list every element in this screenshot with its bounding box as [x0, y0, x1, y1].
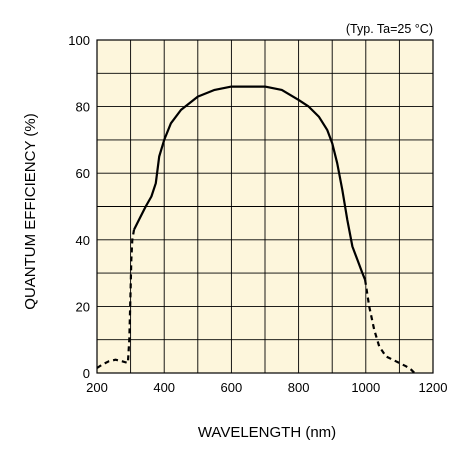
- plot-frame: [96, 39, 434, 374]
- y-tick-label: 100: [68, 33, 90, 48]
- condition-annotation: (Typ. Ta=25 °C): [346, 22, 433, 36]
- dashed-series-line-0: [96, 229, 136, 369]
- y-tick-label: 20: [76, 299, 90, 314]
- y-axis-ticks: 0 20 40 60 80 100: [68, 33, 90, 381]
- y-axis-title: QUANTUM EFFICIENCY (%): [22, 113, 39, 309]
- y-tick-label: 60: [76, 166, 90, 181]
- x-tick-label: 400: [153, 380, 175, 395]
- y-tick-label: 80: [76, 100, 90, 115]
- x-tick-label: 800: [288, 380, 310, 395]
- x-tick-label: 600: [221, 380, 243, 395]
- x-axis-ticks: 200 400 600 800 1000 1200: [86, 380, 447, 395]
- x-tick-label: 1000: [351, 380, 380, 395]
- y-tick-label: 0: [83, 366, 90, 381]
- y-tick-label: 40: [76, 233, 90, 248]
- x-tick-label: 200: [86, 380, 108, 395]
- solid-series-line-1: [133, 85, 367, 281]
- x-tick-label: 1200: [419, 380, 448, 395]
- data-series: [96, 85, 416, 374]
- dashed-series-line-2: [364, 279, 416, 374]
- x-axis-title: WAVELENGTH (nm): [198, 424, 336, 441]
